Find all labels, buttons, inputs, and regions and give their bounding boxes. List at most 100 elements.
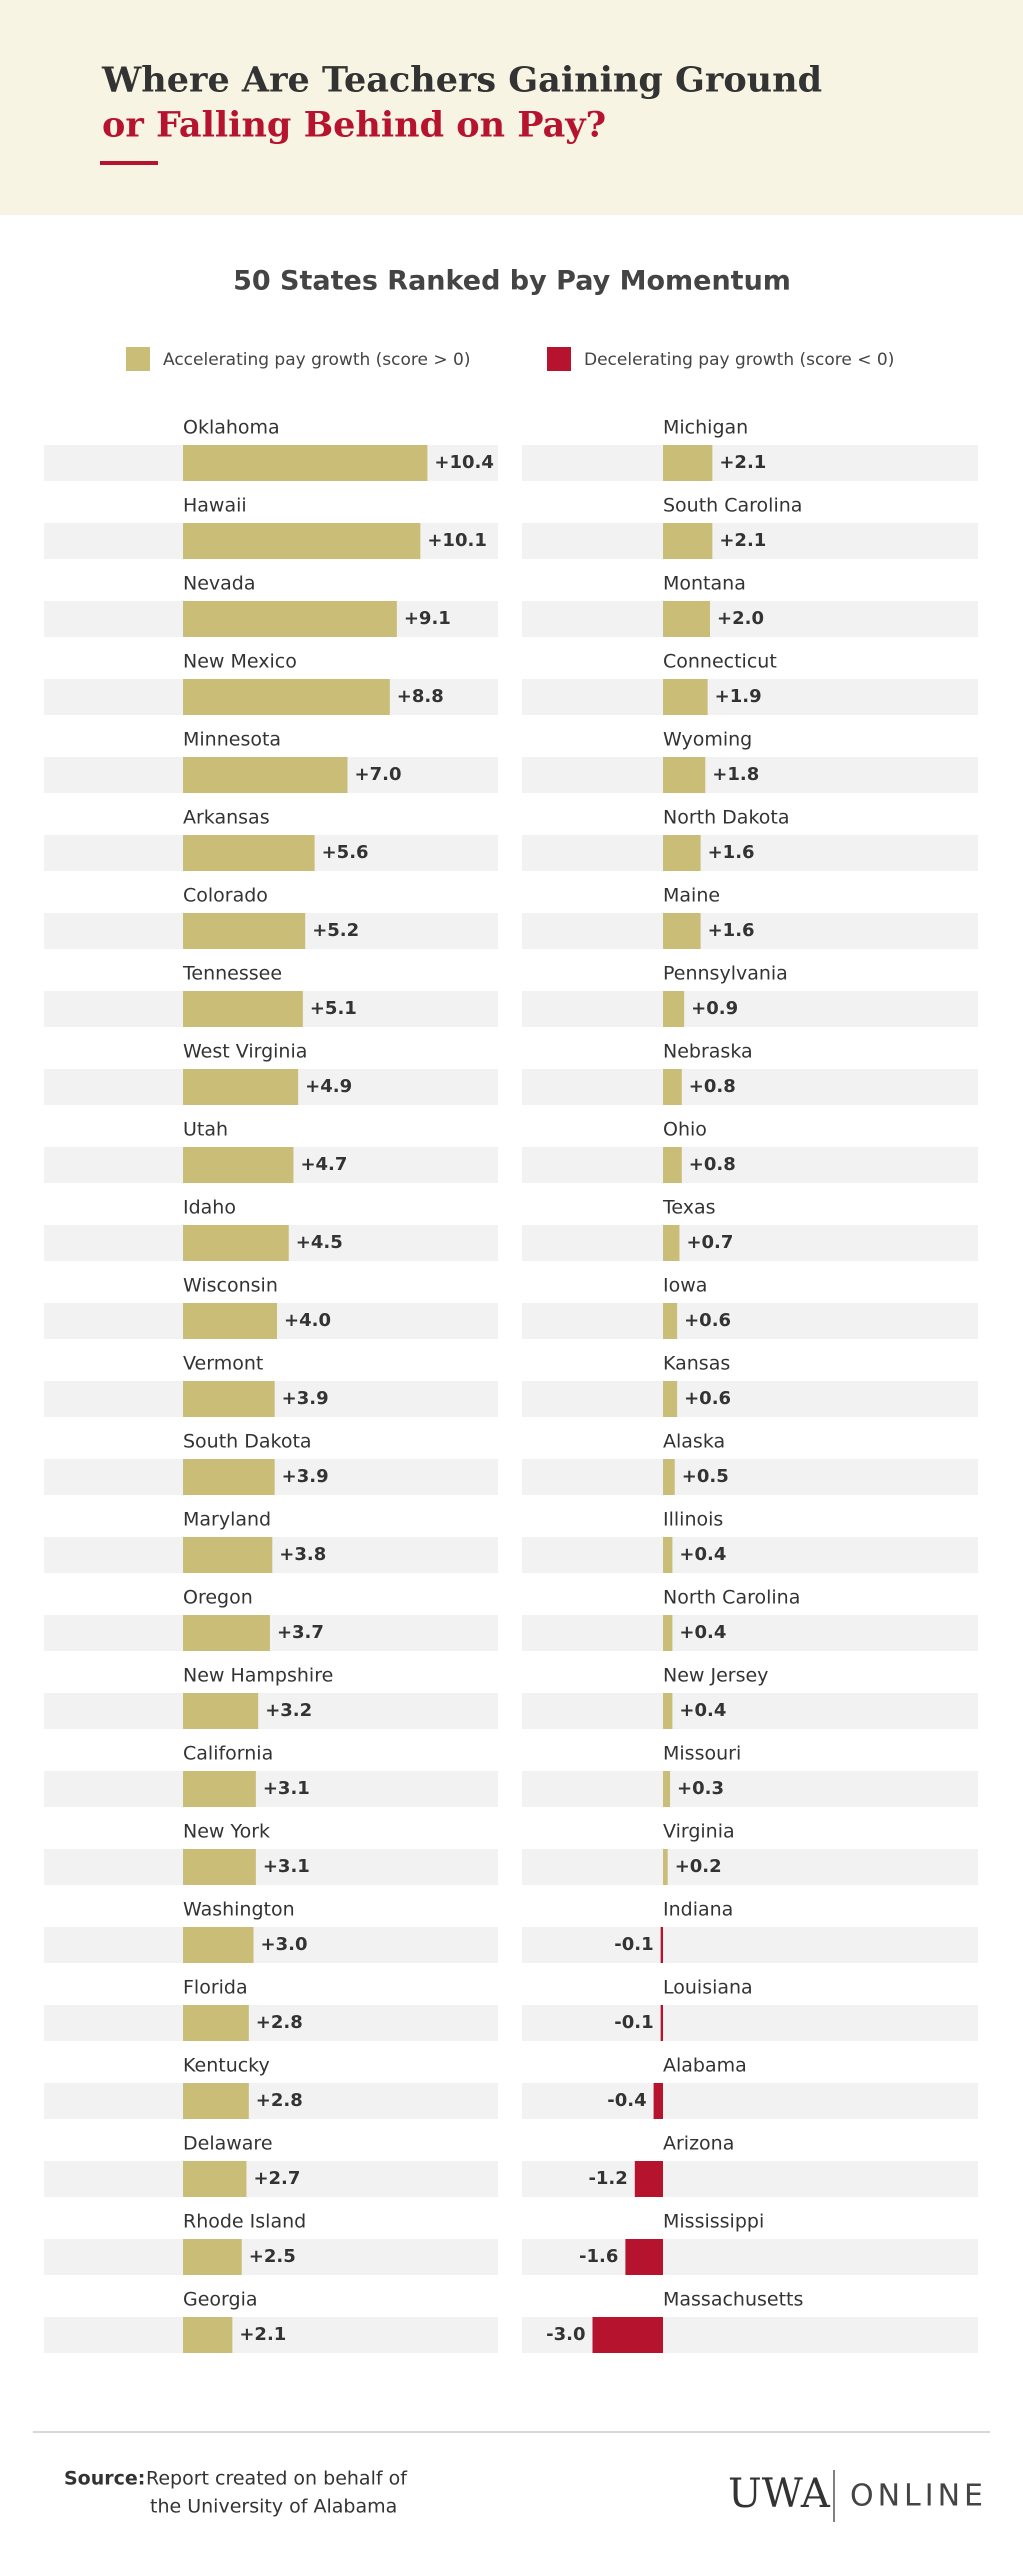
row-background [522, 1693, 978, 1729]
source-text: Report created on behalf of [146, 2468, 408, 2490]
row-background [522, 2005, 978, 2041]
value-label: +5.6 [322, 842, 369, 863]
source-label: Source: [64, 2468, 145, 2490]
value-label: +3.9 [282, 1388, 329, 1409]
value-label: +4.5 [296, 1232, 343, 1253]
bar [183, 1147, 294, 1183]
bar [663, 1147, 682, 1183]
row-background [44, 1615, 498, 1651]
bar [183, 1303, 277, 1339]
value-label: -0.1 [614, 2012, 653, 2033]
category-label: Arkansas [183, 807, 270, 829]
chart-title: 50 States Ranked by Pay Momentum [233, 266, 791, 297]
bar [183, 1225, 289, 1261]
value-label: +0.6 [684, 1388, 731, 1409]
category-label: Minnesota [183, 729, 281, 751]
row-background [522, 1927, 978, 1963]
bar [183, 2083, 249, 2119]
bar [183, 1459, 275, 1495]
category-label: Mississippi [663, 2211, 764, 2233]
bar [663, 1381, 678, 1417]
row-background [522, 1615, 978, 1651]
category-label: New Jersey [663, 1665, 768, 1687]
bar [183, 2005, 249, 2041]
bar [183, 679, 390, 715]
header-background [0, 0, 1023, 215]
legend-label: Decelerating pay growth (score < 0) [584, 350, 894, 370]
row-background [44, 2239, 498, 2275]
bar [663, 1537, 673, 1573]
category-label: Vermont [183, 1353, 263, 1375]
category-label: New Mexico [183, 651, 297, 673]
category-label: New Hampshire [183, 1665, 333, 1687]
category-label: Colorado [183, 885, 268, 907]
title-underline [100, 161, 158, 165]
value-label: +0.7 [686, 1232, 733, 1253]
row-background [44, 2005, 498, 2041]
value-label: +5.2 [312, 920, 359, 941]
bar [625, 2239, 663, 2275]
bar [183, 445, 428, 481]
bar [183, 601, 397, 637]
bar [634, 2161, 663, 2197]
bar [660, 1927, 663, 1963]
row-background [522, 601, 978, 637]
bar [183, 1381, 275, 1417]
bar [183, 1693, 259, 1729]
row-background [522, 523, 978, 559]
value-label: +0.6 [684, 1310, 731, 1331]
bar [183, 2161, 247, 2197]
legend-label: Accelerating pay growth (score > 0) [163, 350, 470, 370]
bar [183, 523, 421, 559]
category-label: Delaware [183, 2133, 273, 2155]
row-background [522, 2317, 978, 2353]
category-label: Illinois [663, 1509, 723, 1531]
category-label: Alabama [663, 2055, 747, 2077]
source-text: the University of Alabama [150, 2496, 397, 2518]
category-label: Missouri [663, 1743, 741, 1765]
legend-swatch [547, 347, 571, 371]
value-label: +0.5 [682, 1466, 729, 1487]
value-label: +0.4 [679, 1622, 726, 1643]
value-label: +0.3 [677, 1778, 724, 1799]
value-label: +2.8 [256, 2090, 303, 2111]
value-label: +3.1 [263, 1856, 310, 1877]
value-label: +4.9 [305, 1076, 352, 1097]
value-label: +4.7 [300, 1154, 347, 1175]
category-label: Iowa [663, 1275, 707, 1297]
category-label: Texas [662, 1197, 716, 1219]
value-label: +2.7 [253, 2168, 300, 2189]
bar [183, 991, 303, 1027]
category-label: North Dakota [663, 807, 790, 829]
legend-swatch [126, 347, 150, 371]
value-label: +1.8 [712, 764, 759, 785]
value-label: +1.9 [715, 686, 762, 707]
value-label: +3.9 [282, 1466, 329, 1487]
category-label: Kentucky [183, 2055, 270, 2077]
logo-text: ONLINE [850, 2479, 987, 2514]
bar [663, 913, 701, 949]
value-label: +3.1 [263, 1778, 310, 1799]
value-label: +9.1 [404, 608, 451, 629]
value-label: -0.1 [614, 1934, 653, 1955]
title-line-2: or Falling Behind on Pay? [102, 105, 606, 146]
bar [663, 1069, 682, 1105]
value-label: +2.0 [717, 608, 764, 629]
bar [663, 835, 701, 871]
category-label: Arizona [663, 2133, 734, 2155]
category-label: South Carolina [663, 495, 802, 517]
bar [663, 757, 706, 793]
row-background [44, 1771, 498, 1807]
category-label: Tennessee [182, 963, 282, 985]
category-label: Alaska [663, 1431, 725, 1453]
row-background [522, 1771, 978, 1807]
bar [663, 1303, 678, 1339]
row-background [522, 1069, 978, 1105]
category-label: Utah [183, 1119, 228, 1141]
value-label: +0.2 [675, 1856, 722, 1877]
category-label: Virginia [663, 1821, 735, 1843]
category-label: Nebraska [663, 1041, 753, 1063]
row-background [522, 445, 978, 481]
category-label: California [183, 1743, 273, 1765]
